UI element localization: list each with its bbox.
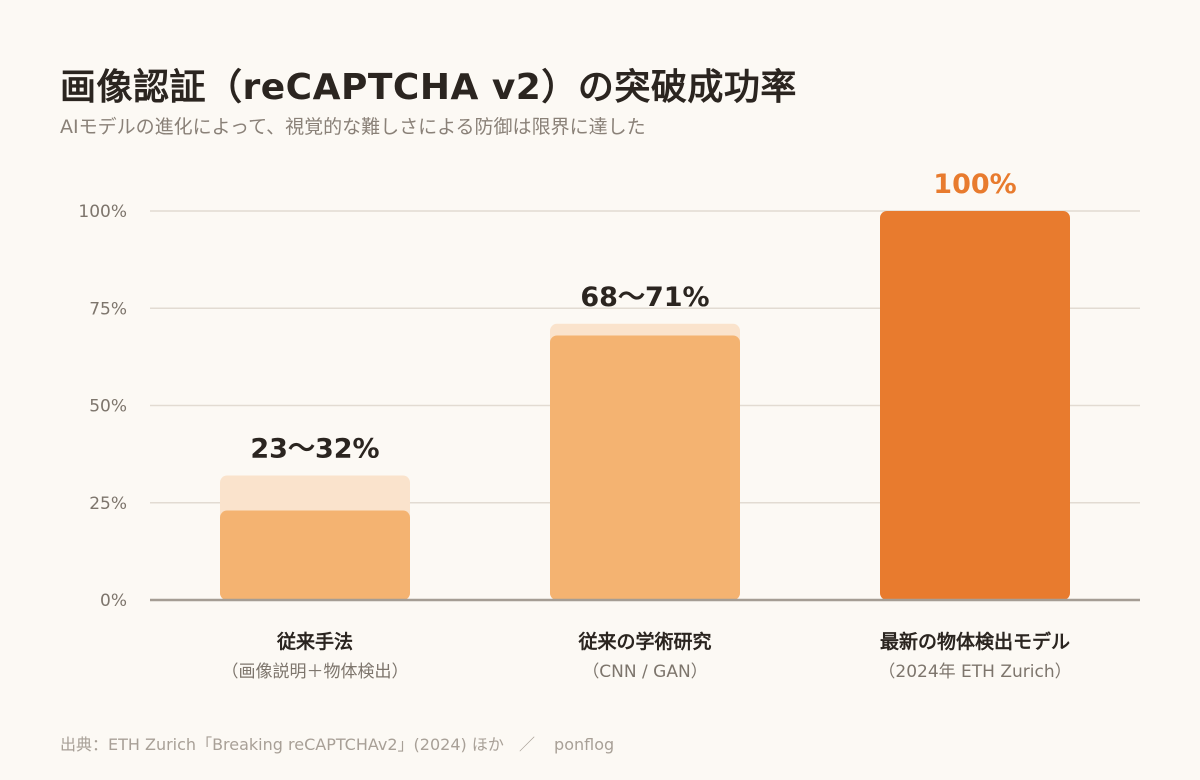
- chart-title: 画像認証（reCAPTCHA v2）の突破成功率: [60, 67, 797, 108]
- category-label: 最新の物体検出モデル: [880, 630, 1070, 653]
- data-label: 68〜71%: [580, 282, 709, 313]
- y-tick-label: 25%: [89, 494, 127, 514]
- category-sublabel: （2024年 ETH Zurich）: [878, 662, 1071, 682]
- y-tick-label: 100%: [78, 202, 127, 222]
- footer-separator: ／: [518, 735, 535, 754]
- source-note: 出典：ETH Zurich「Breaking reCAPTCHAv2」(2024…: [60, 735, 504, 754]
- category-label: 従来の学術研究: [577, 630, 711, 653]
- y-tick-label: 50%: [89, 397, 127, 417]
- y-tick-label: 75%: [89, 299, 127, 319]
- chart-subtitle: AIモデルの進化によって、視覚的な難しさによる防御は限界に達した: [60, 116, 646, 138]
- brand-name: ponflog: [554, 735, 615, 754]
- value-bar: [550, 335, 740, 600]
- value-bar: [220, 510, 410, 600]
- y-tick-label: 0%: [100, 591, 127, 611]
- category-sublabel: （CNN / GAN）: [582, 662, 707, 682]
- footer: 出典：ETH Zurich「Breaking reCAPTCHAv2」(2024…: [60, 731, 614, 755]
- category-sublabel: （画像説明＋物体検出）: [222, 662, 409, 682]
- data-label: 23〜32%: [250, 434, 379, 465]
- value-bar: [880, 211, 1070, 600]
- category-label: 従来手法: [276, 630, 353, 653]
- data-label: 100%: [933, 169, 1016, 200]
